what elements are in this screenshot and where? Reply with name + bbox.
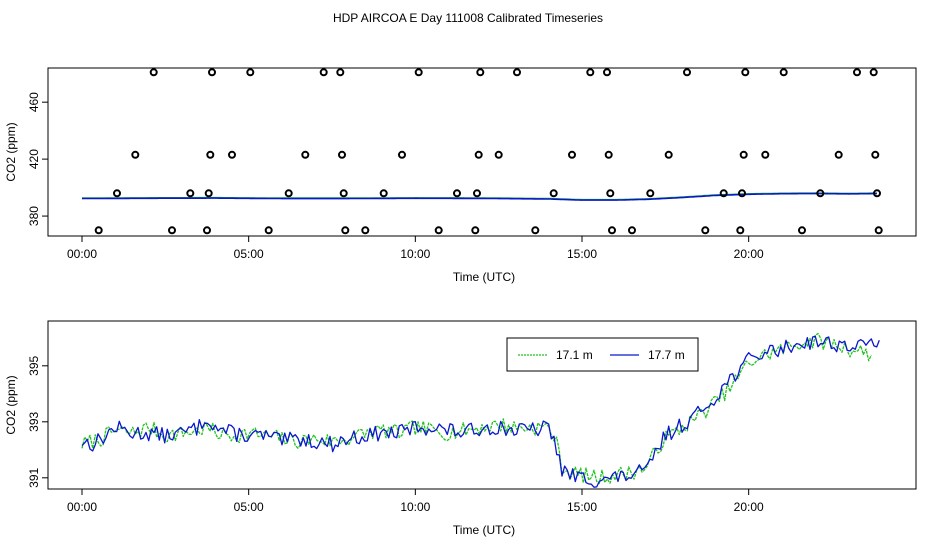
y-tick-label: 395 [27,355,41,375]
x-tick-label: 05:00 [234,247,264,261]
data-point [871,150,880,159]
data-point [701,226,710,235]
x-tick-label: 20:00 [734,247,764,261]
data-point [379,189,388,198]
data-point [473,189,481,198]
data-point [531,226,540,235]
bottom-series-group [81,332,880,488]
data-point [603,68,611,77]
data-point [341,226,350,235]
data-point [646,189,655,198]
data-point [736,226,745,235]
top-scatter-group [94,68,883,235]
data-point [474,150,483,159]
data-point [228,150,236,159]
data-point [608,226,616,235]
bottom-axes: 00:00 05:00 10:00 15:00 20:00 391 393 395 [27,355,764,514]
data-point [873,189,881,198]
data-point [131,150,140,159]
data-point [816,189,825,198]
bottom-x-axis-label: Time (UTC) [453,523,515,537]
data-point [339,189,348,198]
data-point [204,189,213,198]
data-point [301,150,310,159]
top-x-axis-label: Time (UTC) [453,270,515,284]
data-point [208,68,216,77]
x-tick-label: 10:00 [400,247,430,261]
data-point [741,68,750,77]
data-point [606,189,615,198]
chart-title: HDP AIRCOA E Day 111008 Calibrated Times… [333,11,603,25]
data-point [319,68,328,77]
data-point [149,68,158,77]
legend-label-17-7: 17.7 m [648,348,685,362]
bottom-y-axis-label: CO2 (ppm) [4,375,18,434]
bottom-panel: 00:00 05:00 10:00 15:00 20:00 391 393 395 17.1 … [4,320,917,537]
data-point [779,68,788,77]
data-point [476,68,485,77]
bottom-plot-frame [47,320,917,490]
data-point [168,226,176,235]
data-point [113,189,121,198]
data-point [628,226,636,235]
series-line-17-7 [81,335,880,488]
data-point [586,68,595,77]
y-tick-label: 391 [27,467,41,487]
data-point [738,189,746,198]
data-point [203,226,211,235]
x-tick-label: 15:00 [567,247,597,261]
x-tick-label: 00:00 [67,500,97,514]
top-panel: 00:00 05:00 10:00 15:00 20:00 380 420 460 Time … [4,67,917,284]
data-point [664,150,673,159]
legend-label-17-1: 17.1 m [556,348,593,362]
x-tick-label: 00:00 [67,247,97,261]
data-point [94,226,103,235]
x-tick-label: 10:00 [400,500,430,514]
data-point [414,68,423,77]
data-point [186,189,195,198]
data-point [761,150,770,159]
data-point [513,68,521,77]
data-point [874,226,883,235]
top-axes: 00:00 05:00 10:00 15:00 20:00 380 420 460 [27,92,764,261]
data-point [284,189,293,198]
data-point [246,68,255,77]
data-point [869,68,878,77]
data-point [739,150,748,159]
y-tick-label: 460 [27,92,41,112]
data-point [264,226,273,235]
data-point [453,189,461,198]
data-point [798,226,806,235]
data-point [398,150,406,159]
x-tick-label: 15:00 [567,500,597,514]
legend: 17.1 m 17.7 m [506,337,699,372]
data-point [361,226,370,235]
data-point [206,150,215,159]
data-point [338,150,346,159]
data-point [834,150,843,159]
top-y-axis-label: CO2 (ppm) [4,122,18,181]
x-tick-label: 05:00 [234,500,264,514]
data-point [336,68,345,77]
data-point [719,189,728,198]
data-point [683,68,691,77]
y-tick-label: 420 [27,149,41,169]
data-point [549,189,558,198]
y-tick-label: 393 [27,411,41,431]
series-line-17-1 [81,332,872,485]
legend-box [506,337,699,372]
data-point [471,226,480,235]
data-point [494,150,503,159]
data-point [853,68,861,77]
y-tick-label: 380 [27,206,41,226]
data-point [568,150,576,159]
data-point [434,226,443,235]
x-tick-label: 20:00 [734,500,764,514]
data-point [604,150,613,159]
top-plot-frame [47,67,917,237]
